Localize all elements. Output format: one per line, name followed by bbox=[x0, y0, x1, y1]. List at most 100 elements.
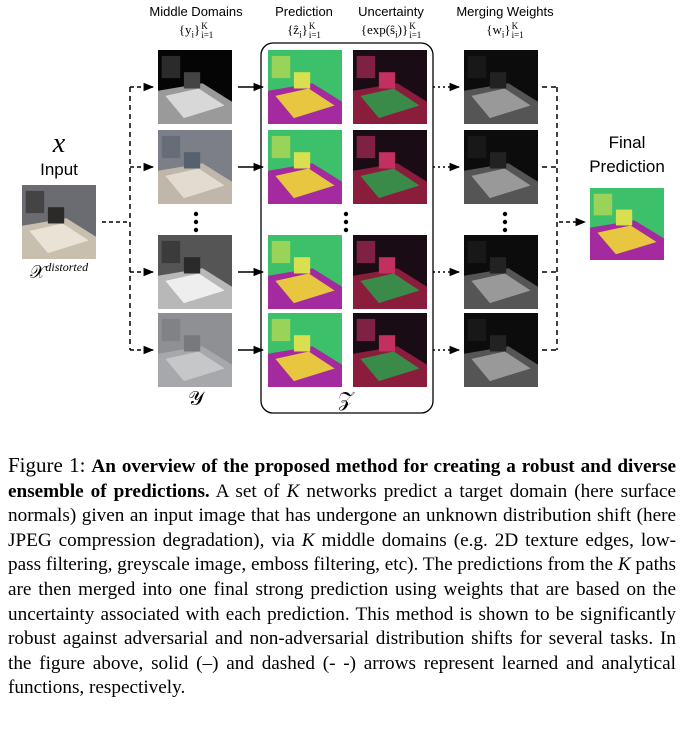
image-region bbox=[471, 351, 531, 382]
image-tile bbox=[268, 313, 342, 387]
notation-index: i bbox=[501, 29, 505, 40]
notation-pre: {exp(ŝ bbox=[360, 22, 396, 37]
image-region bbox=[471, 88, 531, 119]
input-symbol: x bbox=[52, 128, 66, 159]
notation-pre: {y bbox=[178, 22, 192, 37]
ellipsis-dot bbox=[343, 219, 349, 225]
image-region bbox=[593, 193, 613, 216]
image-region bbox=[356, 55, 376, 79]
ellipsis-dot bbox=[502, 211, 508, 217]
prediction-set: 𝒵 bbox=[338, 389, 354, 411]
prediction-box bbox=[260, 42, 434, 414]
notation-upper: K bbox=[201, 21, 208, 32]
caption-text: paths are then merged into one final str… bbox=[8, 554, 676, 699]
image-region bbox=[378, 72, 396, 89]
image-tile bbox=[353, 130, 427, 204]
image-region bbox=[360, 351, 420, 382]
ellipsis-dot bbox=[502, 219, 508, 225]
image-region bbox=[360, 168, 420, 199]
image-tile bbox=[464, 235, 538, 309]
image-region bbox=[489, 72, 507, 89]
image-region bbox=[378, 152, 396, 169]
caption-text: networks predict a target domain (here s… bbox=[8, 480, 677, 551]
image-tile bbox=[158, 313, 232, 387]
distorted-sup: distorted bbox=[45, 260, 89, 274]
figure bbox=[22, 42, 664, 414]
image-region bbox=[489, 335, 507, 352]
image-region bbox=[356, 240, 376, 264]
image-region bbox=[489, 152, 507, 169]
column-title: Merging Weights bbox=[456, 4, 554, 19]
image-region bbox=[293, 257, 311, 274]
notation-index: i bbox=[191, 29, 194, 40]
ellipsis-dot bbox=[193, 227, 199, 233]
image-region bbox=[165, 273, 225, 304]
column-title: Prediction bbox=[275, 4, 333, 19]
distorted-base: 𝒳 bbox=[29, 262, 46, 282]
image-region bbox=[293, 335, 311, 352]
image-region bbox=[29, 223, 89, 254]
image-region bbox=[378, 257, 396, 274]
ellipsis-dot bbox=[193, 211, 199, 217]
final-label: Prediction bbox=[589, 157, 665, 176]
image-tile bbox=[353, 50, 427, 124]
caption-math: K bbox=[301, 529, 315, 551]
notation-pre: {ẑ bbox=[287, 22, 300, 37]
image-tile bbox=[464, 130, 538, 204]
image-region bbox=[471, 273, 531, 304]
ellipsis-dot bbox=[502, 227, 508, 233]
notation-lower: i=1 bbox=[308, 30, 321, 41]
image-tile bbox=[158, 50, 232, 124]
image-region bbox=[275, 168, 335, 199]
caption-text: middle domains (e.g. 2D texture edges, l… bbox=[8, 529, 676, 576]
image-tile bbox=[353, 235, 427, 309]
distorted-label: 𝒳distorted bbox=[30, 260, 88, 283]
ellipsis-dot bbox=[193, 219, 199, 225]
ellipsis-dot bbox=[343, 211, 349, 217]
image-region bbox=[161, 135, 181, 159]
image-tile bbox=[268, 235, 342, 309]
image-region bbox=[183, 72, 201, 89]
image-tile bbox=[464, 50, 538, 124]
caption-text: A set of bbox=[209, 480, 287, 502]
image-region bbox=[360, 273, 420, 304]
image-region bbox=[25, 190, 45, 214]
image-tile bbox=[590, 188, 664, 260]
notation-lower: i=1 bbox=[409, 30, 422, 41]
tiles bbox=[22, 50, 664, 387]
image-region bbox=[615, 209, 633, 226]
image-region bbox=[161, 55, 181, 79]
image-tile bbox=[158, 130, 232, 204]
image-region bbox=[275, 273, 335, 304]
notation-upper: K bbox=[511, 21, 519, 32]
image-region bbox=[471, 168, 531, 199]
image-region bbox=[275, 351, 335, 382]
image-region bbox=[275, 88, 335, 119]
image-region bbox=[378, 335, 396, 352]
caption-bold: An overview of the proposed method for c… bbox=[8, 456, 676, 502]
column-title: Middle Domains bbox=[149, 4, 243, 19]
input-label: Input bbox=[40, 160, 78, 179]
arrows bbox=[102, 82, 587, 355]
image-region bbox=[489, 257, 507, 274]
image-region bbox=[271, 318, 291, 342]
caption: Figure 1: An overview of the proposed me… bbox=[8, 453, 676, 701]
notation-index: i bbox=[299, 29, 302, 40]
notation-index: i bbox=[395, 29, 398, 40]
image-tile bbox=[268, 130, 342, 204]
caption-label: Figure 1: bbox=[8, 453, 86, 477]
image-region bbox=[271, 240, 291, 264]
notation-upper: K bbox=[409, 21, 416, 32]
notation-post: } bbox=[301, 22, 308, 37]
notation-post: } bbox=[193, 22, 201, 37]
image-tile bbox=[22, 185, 96, 259]
caption-math: K bbox=[286, 480, 300, 502]
image-region bbox=[356, 318, 376, 342]
